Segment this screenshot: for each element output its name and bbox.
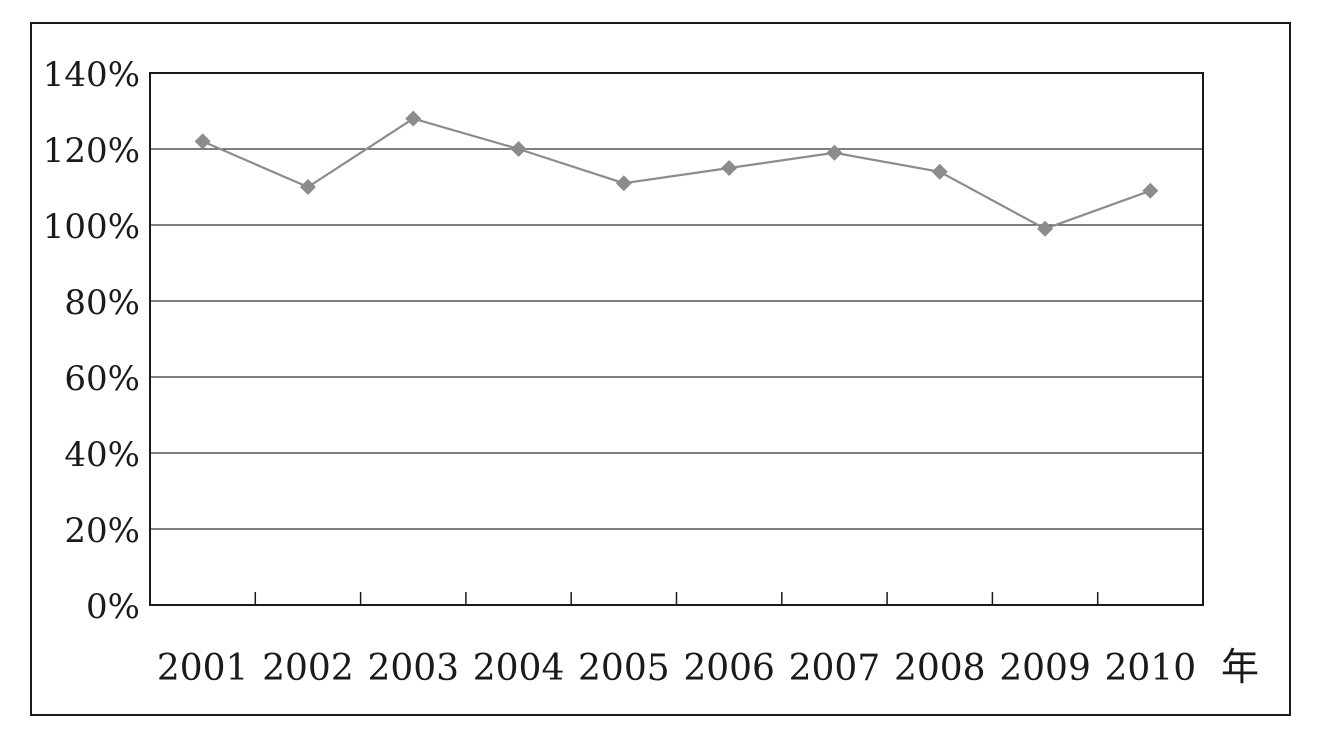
x-axis-ticks: 2001 2002 2003 2004 2005 2006 2007 2008 2009 2010 [157,592,1196,689]
data-point-marker [510,141,527,157]
data-point-marker [721,160,738,176]
y-tick-label: 20% [64,511,140,551]
series-group [194,110,1159,237]
data-point-marker [1037,220,1054,237]
y-tick-label: 40% [64,435,140,475]
series-line [202,117,1151,231]
x-tick-label: 2003 [367,648,459,689]
y-tick-label: 140% [43,55,140,95]
plot-area-border [149,72,1204,606]
y-tick-label: 120% [43,131,140,171]
x-tick-label: 2008 [894,648,986,689]
x-tick-label: 2009 [999,648,1091,689]
x-tick-label: 2007 [789,648,881,689]
x-tick-label: 2006 [683,648,775,689]
data-point-marker [405,110,422,127]
data-point-marker [1142,182,1159,199]
data-point-marker [931,163,948,180]
y-tick-label: 0% [86,587,140,627]
y-tick-label: 80% [64,283,140,323]
data-point-marker [299,179,316,195]
y-axis-ticks: 0% 20% 40% 60% 80% 100% 120% 140% [43,55,140,627]
chart-frame [30,22,1291,716]
x-tick-label: 2001 [157,648,249,689]
x-tick-label: 2005 [578,648,670,689]
data-point-marker [194,133,211,150]
y-tick-label: 60% [64,359,140,399]
axes [149,72,1204,606]
x-tick-label: 2004 [473,648,565,689]
x-tick-label: 2010 [1105,648,1197,689]
data-point-marker [826,144,843,161]
x-axis-label: 年 [1221,645,1259,689]
data-point-marker [615,175,632,192]
x-tick-label: 2002 [262,648,354,689]
y-tick-label: 100% [43,207,140,247]
grid-lines [150,148,1203,530]
